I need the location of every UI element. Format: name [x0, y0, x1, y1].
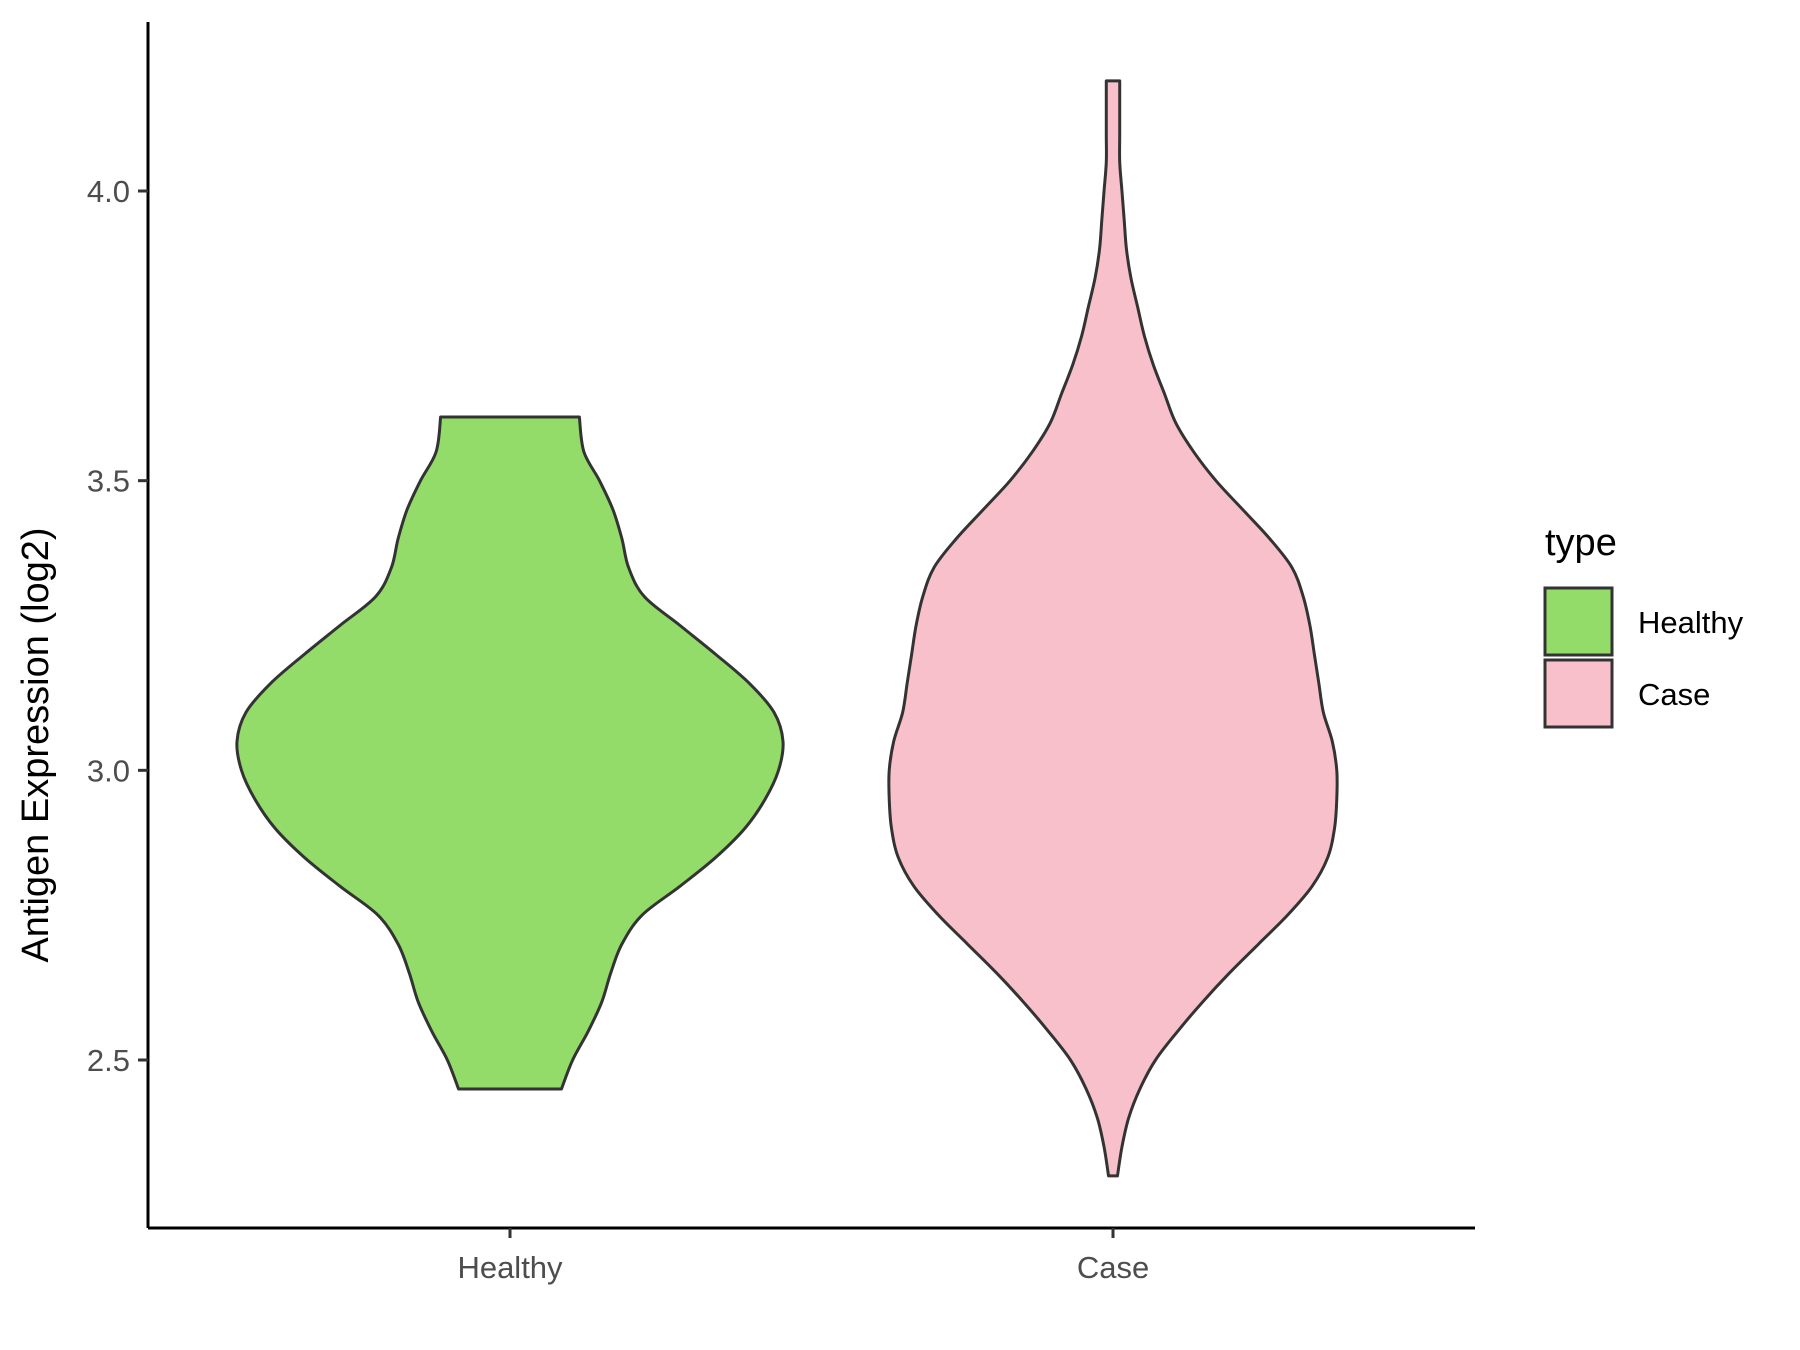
legend-title: type — [1545, 522, 1617, 564]
axes: 2.5 3.0 3.5 4.0 Healthy Case — [87, 22, 1475, 1285]
y-axis-title: Antigen Expression (log2) — [15, 527, 57, 962]
legend-key-healthy — [1543, 586, 1614, 657]
legend-label-case: Case — [1638, 677, 1710, 712]
legend-key-case — [1543, 658, 1614, 729]
violin-healthy — [235, 415, 785, 1091]
violin-case — [887, 79, 1339, 1178]
legend-label-healthy: Healthy — [1638, 605, 1744, 640]
y-tick-label: 4.0 — [87, 174, 130, 209]
x-tick-label: Case — [1077, 1250, 1149, 1285]
y-tick-label: 2.5 — [87, 1043, 130, 1078]
legend: type Healthy Case — [1543, 522, 1744, 729]
violin-layer — [235, 79, 1339, 1178]
x-tick-label: Healthy — [457, 1250, 563, 1285]
y-tick-label: 3.0 — [87, 753, 130, 788]
y-tick-label: 3.5 — [87, 464, 130, 499]
